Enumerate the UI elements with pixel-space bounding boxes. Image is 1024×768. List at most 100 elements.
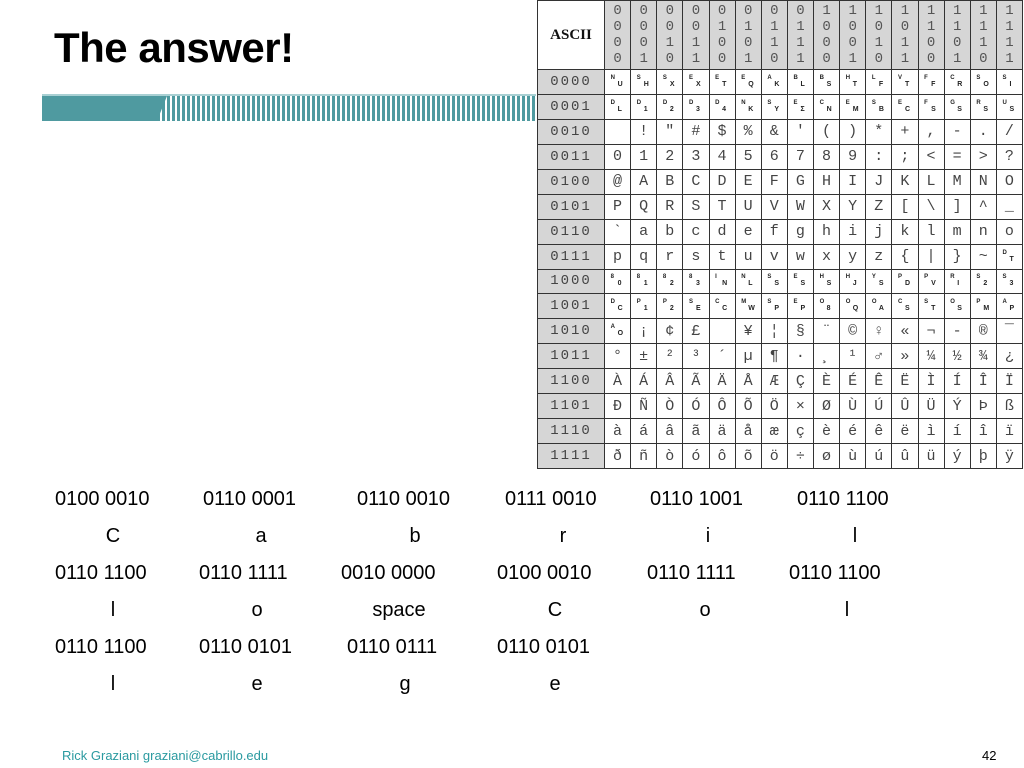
ascii-cell: h xyxy=(814,219,840,244)
ascii-cell: Ù xyxy=(840,394,866,419)
ascii-cell: k xyxy=(892,219,918,244)
row-header: 1101 xyxy=(538,394,604,419)
ascii-cell: x xyxy=(814,244,840,269)
binary-byte: 0110 0101 xyxy=(497,636,591,658)
ascii-cell: s xyxy=(683,244,709,269)
ascii-cell: P xyxy=(605,194,631,219)
decoded-character: l xyxy=(110,673,116,695)
ascii-cell: ? xyxy=(996,144,1022,169)
ascii-cell: n xyxy=(970,219,996,244)
ascii-cell: ) xyxy=(840,119,866,144)
row-header: 0101 xyxy=(538,194,604,219)
binary-byte: 0010 0000 xyxy=(341,562,436,584)
ascii-cell: Ï xyxy=(996,369,1022,394)
ascii-cell: 2 xyxy=(657,144,683,169)
ascii-cell: ] xyxy=(944,194,970,219)
ascii-cell: ¶ xyxy=(761,344,787,369)
ascii-cell: A xyxy=(631,169,657,194)
ascii-cell: # xyxy=(683,119,709,144)
ascii-cell: 5 xyxy=(735,144,761,169)
ascii-cell: T xyxy=(709,194,735,219)
ascii-cell: X xyxy=(814,194,840,219)
ascii-cell: ♀ xyxy=(866,319,892,344)
ascii-cell: ¿ xyxy=(996,344,1022,369)
ascii-cell: « xyxy=(892,319,918,344)
decoded-character: e xyxy=(549,673,561,695)
ascii-cell: f xyxy=(761,219,787,244)
ascii-cell: ´ xyxy=(709,344,735,369)
ascii-cell: U xyxy=(735,194,761,219)
ascii-cell: ß xyxy=(996,394,1022,419)
ascii-cell: ¥ xyxy=(735,319,761,344)
ascii-cell: Ý xyxy=(944,394,970,419)
ascii-cell: | xyxy=(918,244,944,269)
ascii-corner-label: ASCII xyxy=(538,1,604,69)
ascii-cell: Ø xyxy=(814,394,840,419)
ascii-cell: í xyxy=(944,419,970,444)
decoded-character: a xyxy=(255,525,267,547)
decoded-character: C xyxy=(547,599,563,621)
ascii-cell: i xyxy=(840,219,866,244)
ascii-cell: J xyxy=(866,169,892,194)
ascii-cell: O xyxy=(996,169,1022,194)
ascii-cell: ³ xyxy=(683,344,709,369)
decoded-character: C xyxy=(105,525,121,547)
ascii-cell: . xyxy=(970,119,996,144)
ascii-cell: ( xyxy=(814,119,840,144)
ascii-cell: Ä xyxy=(709,369,735,394)
ascii-cell: _ xyxy=(996,194,1022,219)
ascii-cell: o xyxy=(996,219,1022,244)
ascii-cell: I xyxy=(840,169,866,194)
ascii-cell: ~ xyxy=(970,244,996,269)
binary-byte: 0100 0010 xyxy=(55,488,150,510)
ascii-cell: £ xyxy=(683,319,709,344)
row-header: 1011 xyxy=(538,344,604,369)
ascii-cell: e xyxy=(735,219,761,244)
ascii-cell: È xyxy=(814,369,840,394)
ascii-cell: é xyxy=(840,419,866,444)
ascii-cell: 3 xyxy=(683,144,709,169)
ascii-cell: = xyxy=(944,144,970,169)
row-header: 0100 xyxy=(538,169,604,194)
ascii-cell: N xyxy=(970,169,996,194)
decoded-character: space xyxy=(372,599,426,621)
